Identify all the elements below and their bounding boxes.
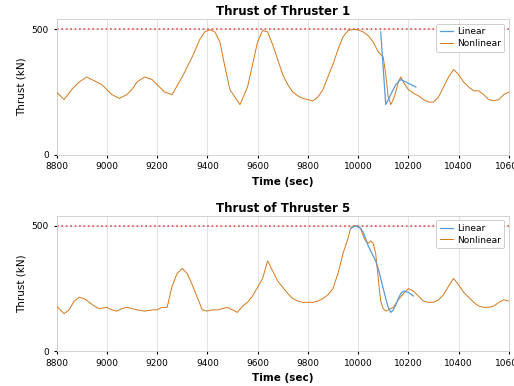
Nonlinear — [506, 90, 512, 95]
Nonlinear — [237, 102, 243, 107]
Nonlinear — [394, 84, 400, 88]
Legend: Linear, Nonlinear: Linear, Nonlinear — [436, 220, 504, 248]
Nonlinear — [276, 281, 282, 285]
Nonlinear — [355, 27, 361, 32]
Nonlinear — [61, 311, 67, 316]
Nonlinear — [53, 90, 60, 95]
Nonlinear — [394, 299, 400, 304]
X-axis label: Time (sec): Time (sec) — [252, 177, 314, 187]
Nonlinear — [350, 27, 356, 32]
Nonlinear — [353, 223, 359, 228]
Y-axis label: Thrust (kN): Thrust (kN) — [16, 254, 26, 313]
Line: Linear: Linear — [351, 226, 413, 312]
Nonlinear — [113, 309, 119, 313]
Nonlinear — [53, 304, 60, 308]
Nonlinear — [134, 308, 140, 312]
Title: Thrust of Thruster 1: Thrust of Thruster 1 — [216, 5, 350, 18]
Line: Nonlinear: Nonlinear — [57, 226, 509, 313]
Title: Thrust of Thruster 5: Thrust of Thruster 5 — [215, 201, 350, 215]
Nonlinear — [276, 62, 282, 66]
Nonlinear — [355, 224, 361, 229]
X-axis label: Time (sec): Time (sec) — [252, 373, 314, 383]
Nonlinear — [113, 94, 119, 99]
Nonlinear — [134, 80, 140, 85]
Nonlinear — [205, 28, 211, 33]
Linear — [354, 224, 360, 229]
Nonlinear — [506, 299, 512, 303]
Line: Nonlinear: Nonlinear — [57, 29, 509, 105]
Y-axis label: Thrust (kN): Thrust (kN) — [16, 58, 26, 116]
Linear — [393, 82, 399, 86]
Line: Linear: Linear — [381, 32, 416, 105]
Linear — [393, 301, 399, 306]
Legend: Linear, Nonlinear: Linear, Nonlinear — [436, 24, 504, 52]
Nonlinear — [206, 308, 212, 313]
